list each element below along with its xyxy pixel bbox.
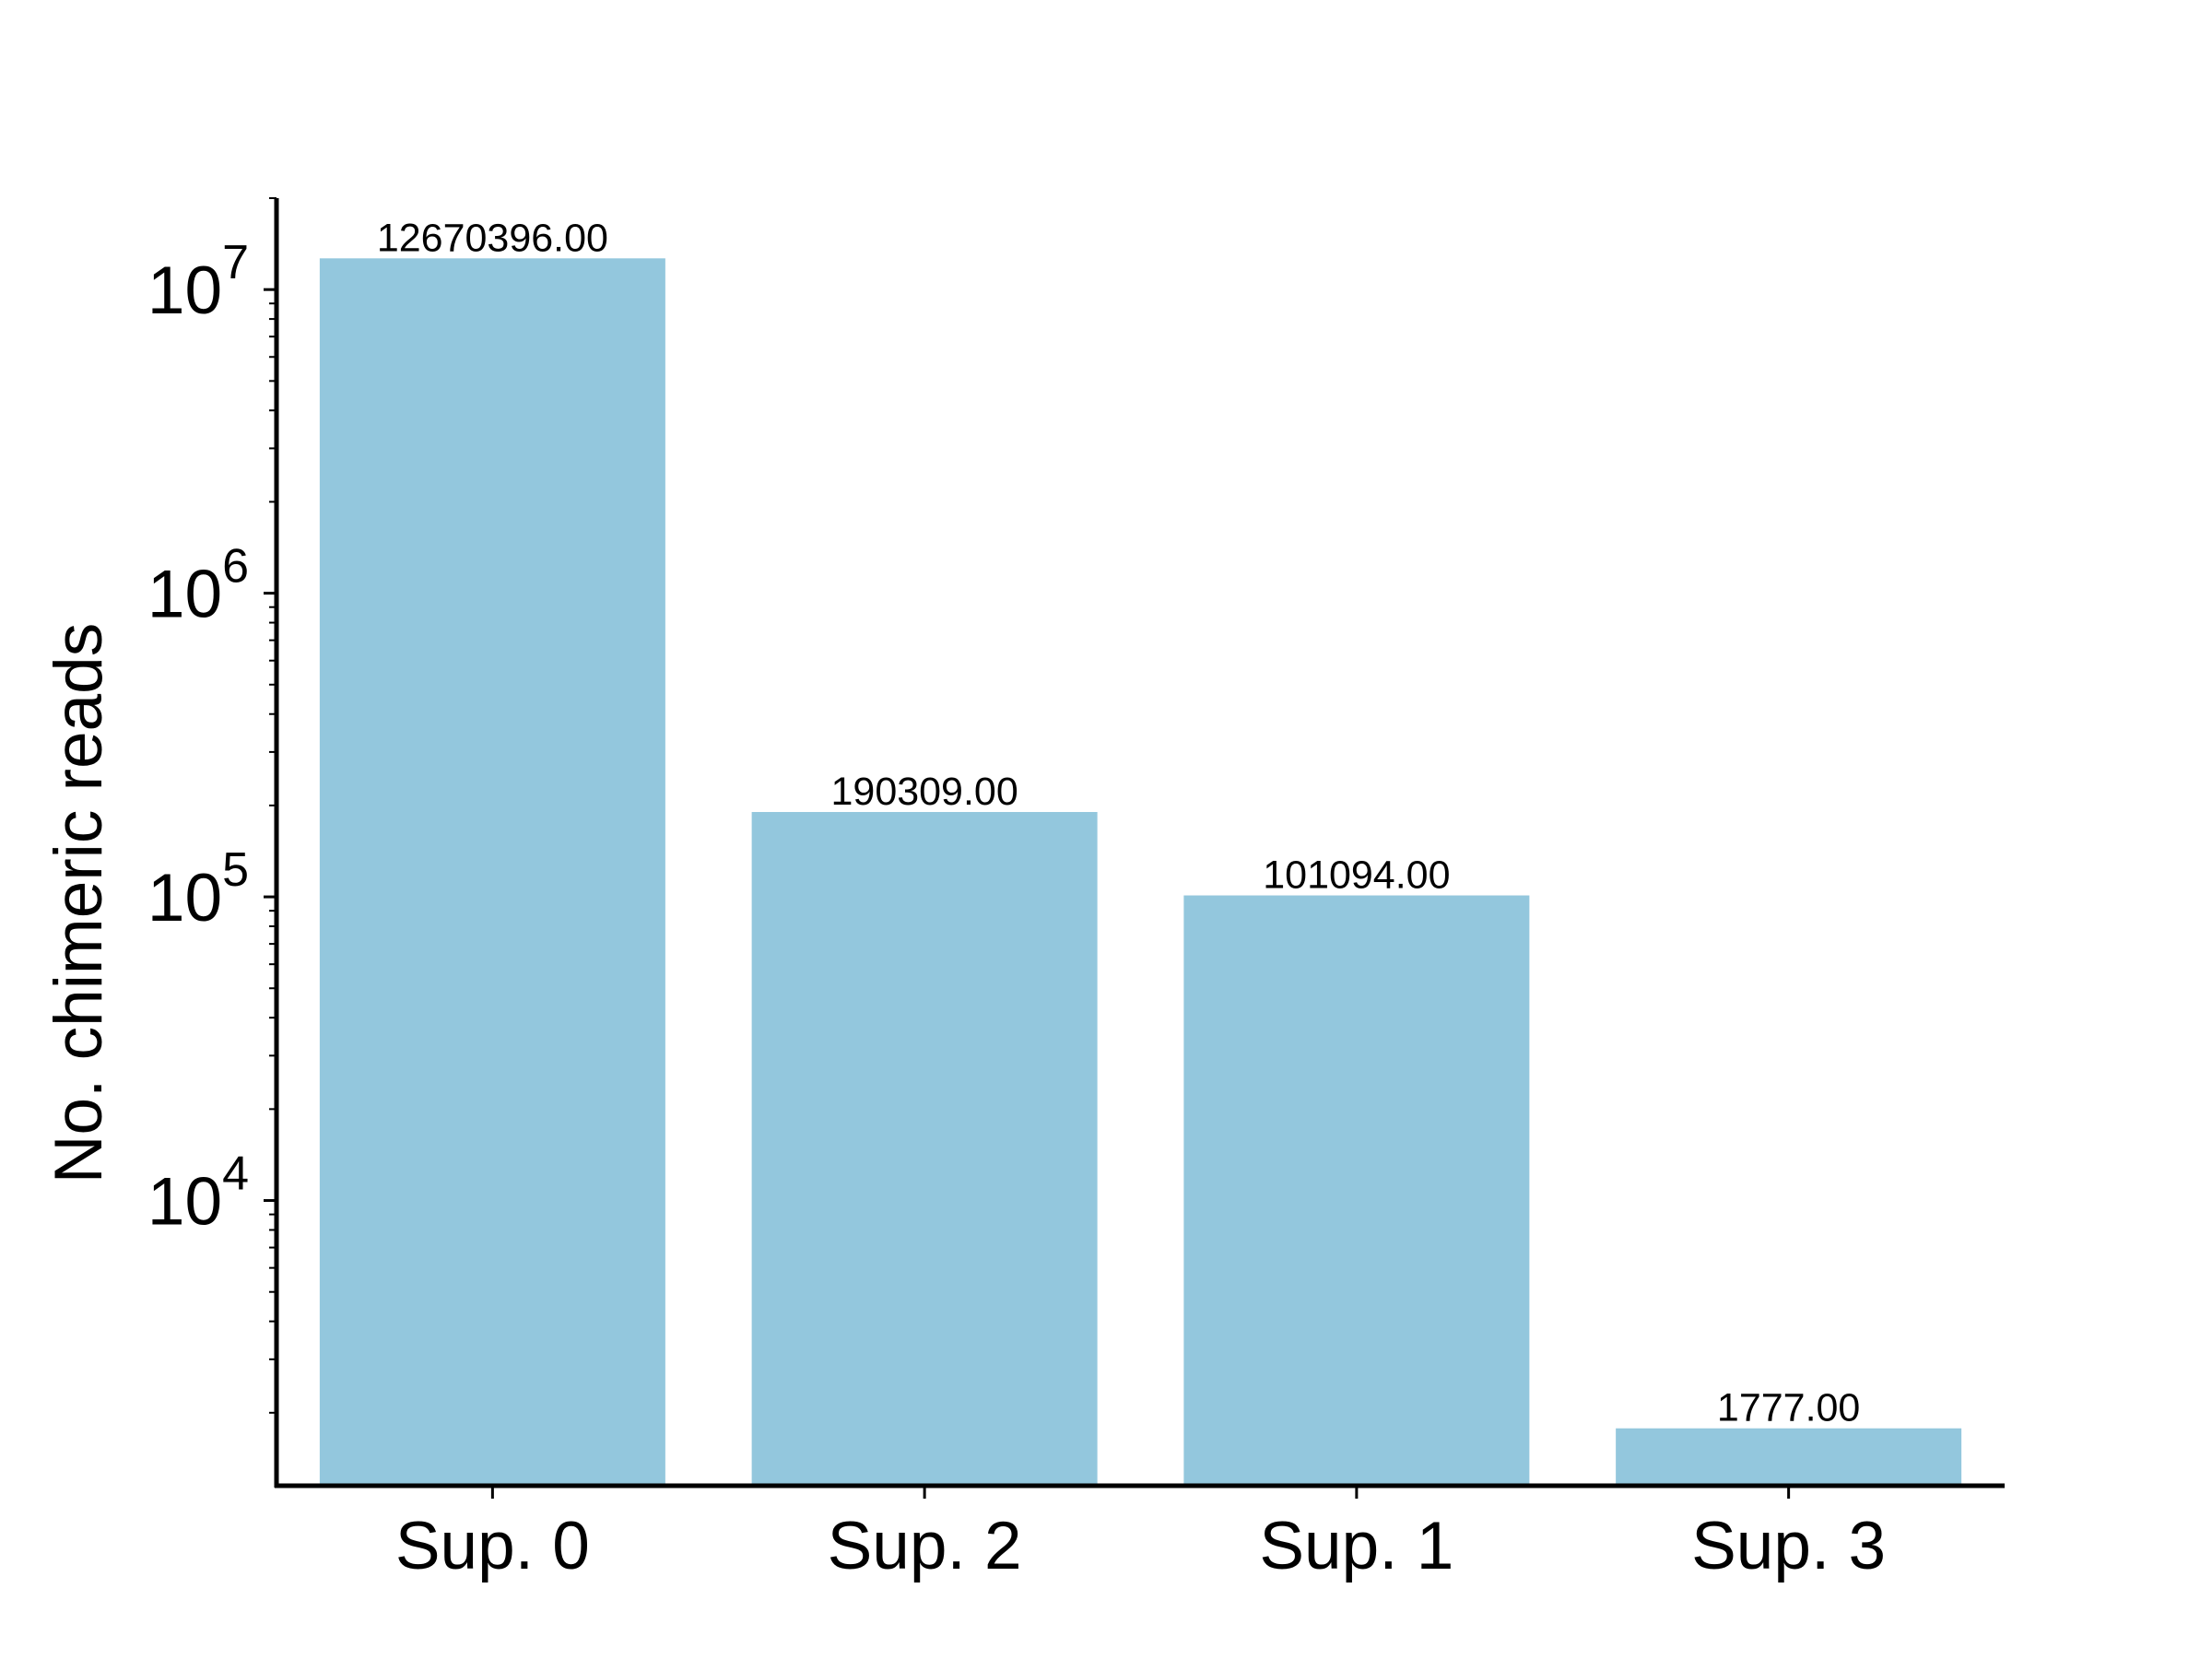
- x-tick-label: Sup. 0: [395, 1509, 590, 1583]
- y-axis-label: No. chimeric reads: [41, 623, 116, 1184]
- x-tick-label: Sup. 2: [828, 1509, 1022, 1583]
- bars-layer: [319, 258, 1962, 1486]
- y-axis: 104 105 106 107: [147, 197, 279, 1488]
- y-tick-label: 106: [147, 540, 249, 632]
- y-tick-label: 104: [147, 1147, 249, 1240]
- bar: [319, 258, 665, 1486]
- y-tick-label: 105: [147, 843, 249, 935]
- x-axis: Sup. 0 Sup. 2 Sup. 1 Sup. 3: [275, 1483, 2005, 1583]
- data-label: 190309.00: [830, 770, 1018, 814]
- data-labels-layer: 12670396.00 190309.00 101094.00 1777.00: [377, 216, 1861, 1430]
- data-label: 1777.00: [1717, 1386, 1860, 1430]
- bar: [1183, 895, 1530, 1486]
- y-tick-label: 107: [147, 236, 249, 328]
- data-label: 101094.00: [1263, 853, 1450, 898]
- bar: [751, 812, 1098, 1486]
- data-label: 12670396.00: [377, 216, 608, 260]
- x-tick-label: Sup. 3: [1691, 1509, 1886, 1583]
- x-tick-label: Sup. 1: [1259, 1509, 1453, 1583]
- bar: [1616, 1428, 1962, 1486]
